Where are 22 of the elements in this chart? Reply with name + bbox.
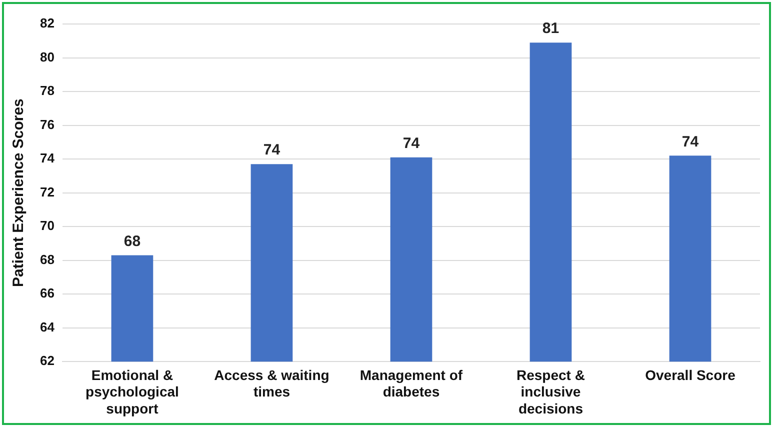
x-tick-label: Overall Score bbox=[645, 366, 736, 383]
data-label: 74 bbox=[263, 142, 281, 159]
y-tick-label: 76 bbox=[40, 116, 54, 132]
y-tick-label: 72 bbox=[40, 184, 54, 200]
y-tick-label: 78 bbox=[40, 83, 54, 98]
y-tick-label: 80 bbox=[40, 49, 54, 64]
data-label: 68 bbox=[124, 232, 141, 250]
y-tick-label: 68 bbox=[40, 252, 54, 267]
y-tick-label: 82 bbox=[40, 16, 54, 31]
x-tick-label: Access & waiting times bbox=[214, 366, 330, 400]
x-tick-label: Management of diabetes bbox=[360, 366, 463, 400]
y-tick-label: 74 bbox=[40, 150, 56, 166]
x-tick-label: Respect & inclusive decisions bbox=[516, 366, 585, 416]
y-tick-label: 62 bbox=[40, 353, 54, 368]
y-tick-label: 66 bbox=[40, 286, 54, 301]
data-label: 74 bbox=[682, 133, 700, 150]
y-axis-title: Patient Experience Scores bbox=[10, 98, 28, 288]
y-tick-label: 64 bbox=[40, 319, 56, 334]
y-tick-label: 70 bbox=[40, 218, 54, 234]
x-tick-label: Emotional & psychological support bbox=[86, 366, 179, 416]
data-label: 74 bbox=[402, 134, 420, 152]
data-label: 81 bbox=[542, 20, 560, 38]
